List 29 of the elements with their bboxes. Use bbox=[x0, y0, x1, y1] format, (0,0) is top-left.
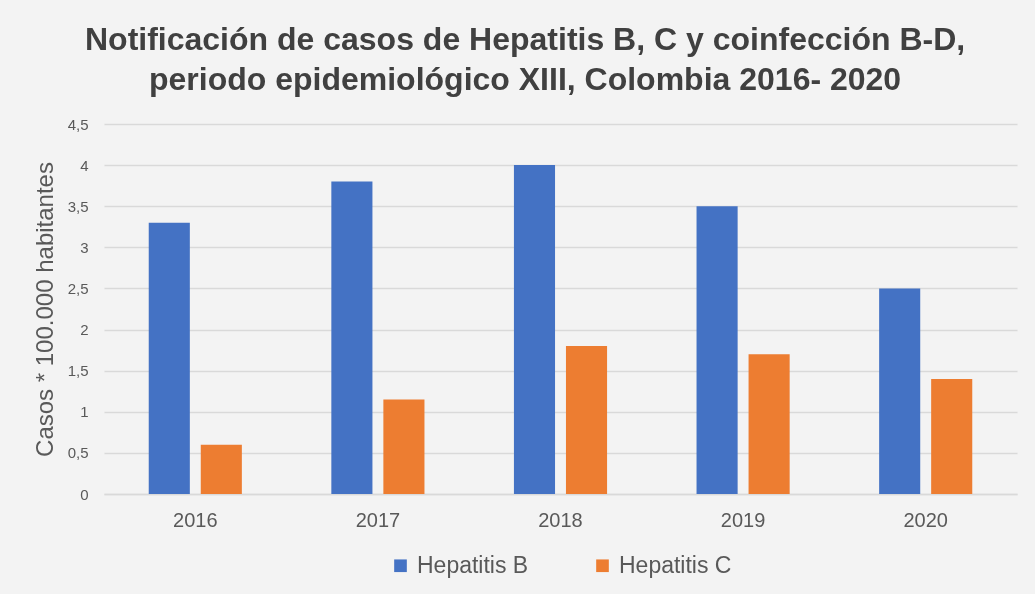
y-tick-label: 0,5 bbox=[67, 444, 89, 462]
y-axis-title: Casos * 100.000 habitantes bbox=[30, 162, 58, 457]
x-tick-label: 2016 bbox=[173, 508, 218, 531]
y-tick-label: 0 bbox=[80, 485, 89, 503]
bar bbox=[565, 346, 608, 494]
legend-label: Hepatitis B bbox=[417, 551, 529, 578]
y-tick-label: 3,5 bbox=[67, 197, 89, 215]
bar bbox=[748, 354, 790, 494]
y-tick-label: 4,5 bbox=[67, 115, 89, 133]
y-tick-label: 4 bbox=[80, 156, 89, 174]
bar bbox=[513, 165, 556, 494]
y-tick-label: 1,5 bbox=[67, 362, 89, 380]
bar bbox=[383, 399, 425, 494]
bar bbox=[696, 206, 738, 494]
chart-title: Notificación de casos de Hepatitis B, C y coinfección B-D, periodo epidemiológico XIII, Colombia 2016- 2020 bbox=[84, 21, 966, 97]
legend-label: Hepatitis C bbox=[619, 551, 732, 578]
y-tick-label: 2 bbox=[80, 321, 89, 339]
x-tick-label: 2017 bbox=[355, 508, 401, 531]
bar bbox=[148, 222, 190, 494]
x-tick-label: 2018 bbox=[538, 508, 583, 531]
y-tick-label: 1 bbox=[80, 403, 89, 421]
bar bbox=[200, 444, 242, 494]
x-tick-label: 2020 bbox=[903, 508, 948, 531]
bar bbox=[931, 378, 973, 494]
bar bbox=[879, 288, 921, 494]
x-tick-label: 2019 bbox=[720, 508, 766, 531]
bar bbox=[331, 181, 373, 494]
y-tick-label: 2,5 bbox=[67, 279, 89, 297]
y-tick-label: 3 bbox=[80, 238, 89, 256]
